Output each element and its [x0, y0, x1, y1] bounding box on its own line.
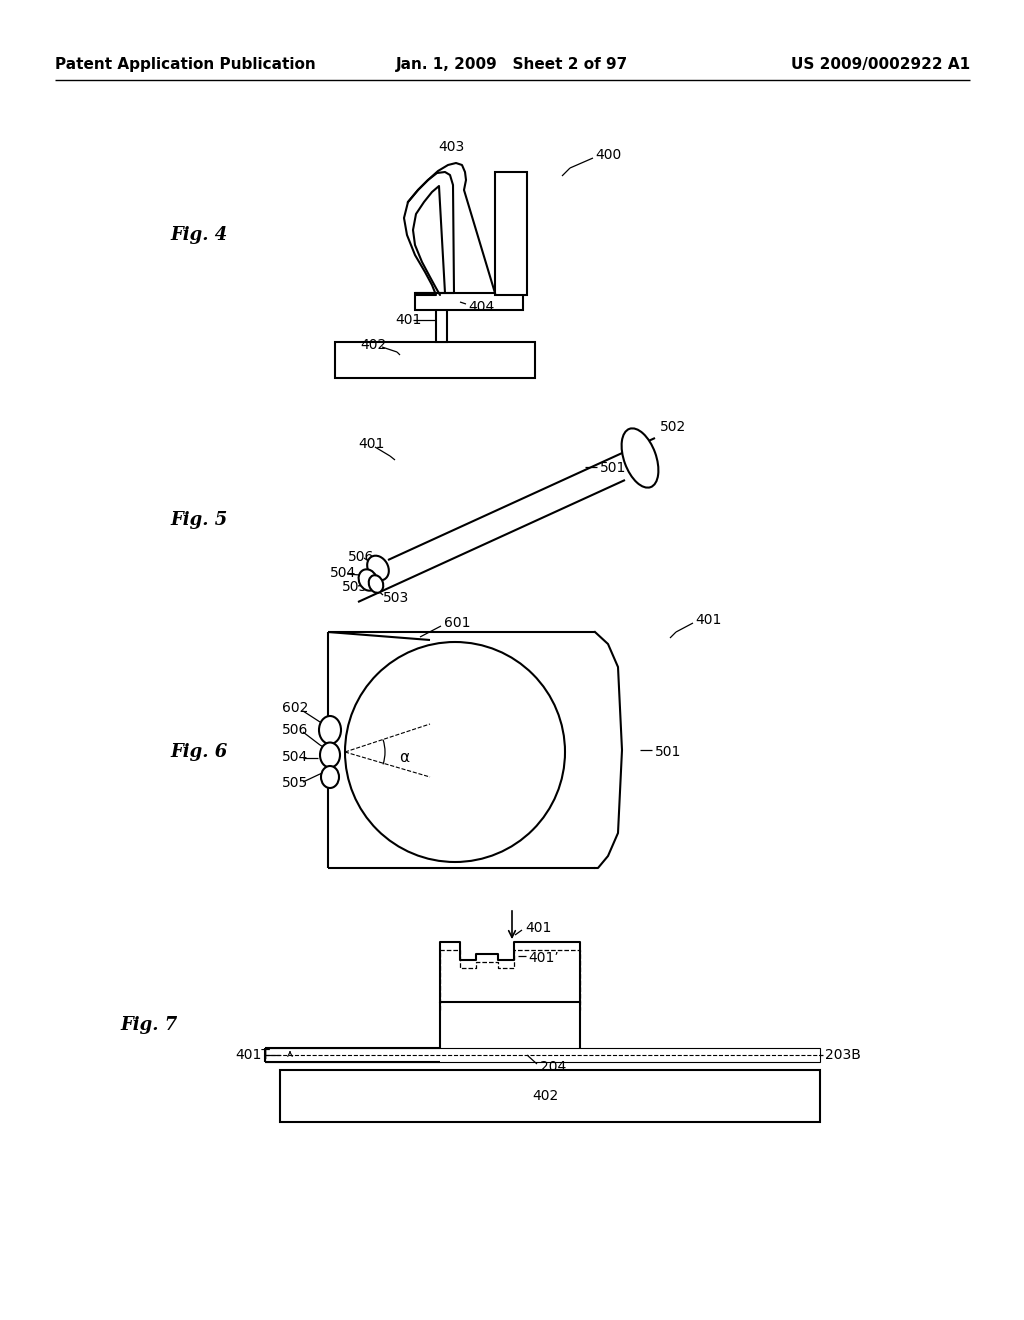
Ellipse shape [622, 429, 658, 487]
Text: 203B: 203B [825, 1048, 861, 1063]
Ellipse shape [319, 715, 341, 744]
Text: 402: 402 [360, 338, 386, 352]
Text: 601: 601 [444, 616, 470, 630]
Text: Fig. 5: Fig. 5 [170, 511, 227, 529]
Text: 204: 204 [540, 1060, 566, 1074]
Text: Patent Application Publication: Patent Application Publication [55, 58, 315, 73]
Text: 503: 503 [383, 591, 410, 605]
Text: 401’: 401’ [528, 950, 559, 965]
Text: 504: 504 [330, 566, 356, 579]
Text: 401: 401 [525, 921, 551, 935]
Ellipse shape [368, 556, 389, 581]
Text: 401: 401 [695, 612, 721, 627]
Text: 401T: 401T [234, 1048, 270, 1063]
Text: 401: 401 [395, 313, 421, 327]
Text: Jan. 1, 2009   Sheet 2 of 97: Jan. 1, 2009 Sheet 2 of 97 [396, 58, 628, 73]
Ellipse shape [321, 766, 339, 788]
Text: 404: 404 [468, 300, 495, 314]
Text: 400: 400 [595, 148, 622, 162]
Text: 402: 402 [531, 1089, 558, 1104]
Text: Fig. 4: Fig. 4 [170, 226, 227, 244]
Text: 501: 501 [655, 744, 681, 759]
Ellipse shape [319, 742, 340, 767]
Ellipse shape [358, 569, 378, 590]
Text: Fig. 6: Fig. 6 [170, 743, 227, 762]
Bar [495, 172, 527, 294]
Ellipse shape [369, 576, 383, 593]
Text: Fig. 7: Fig. 7 [120, 1016, 177, 1034]
Text: 403: 403 [438, 140, 464, 154]
Text: 505: 505 [342, 579, 369, 594]
Text: 401: 401 [358, 437, 384, 451]
Text: 506: 506 [348, 550, 375, 564]
Text: α: α [399, 751, 409, 766]
Text: 504: 504 [282, 750, 308, 764]
Bar [335, 342, 535, 378]
Text: 501: 501 [600, 461, 627, 475]
Text: US 2009/0002922 A1: US 2009/0002922 A1 [791, 58, 970, 73]
Bar [436, 308, 447, 342]
Text: 602: 602 [282, 701, 308, 715]
Text: 502: 502 [660, 420, 686, 434]
Bar [415, 293, 523, 310]
Text: 505: 505 [282, 776, 308, 789]
Text: 506: 506 [282, 723, 308, 737]
Bar [265, 1048, 820, 1063]
Bar [280, 1071, 820, 1122]
